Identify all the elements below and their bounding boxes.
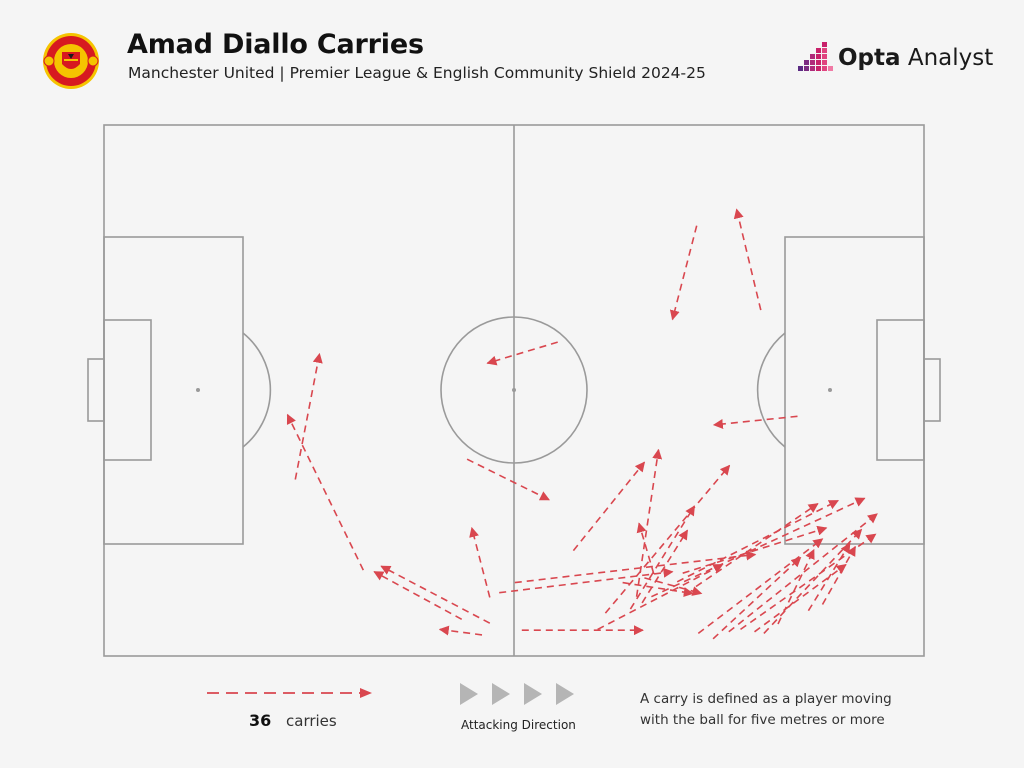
carry-arrow-28 [697, 538, 824, 635]
carry-arrow-15 [636, 522, 655, 575]
carry-arrow-31 [740, 533, 877, 631]
left-penalty-spot [196, 388, 200, 392]
carry-arrow-36 [821, 545, 856, 605]
carry-arrow-29 [712, 556, 802, 640]
centre-spot [512, 388, 516, 392]
carry-arrow-23 [514, 550, 757, 584]
carry-arrows [286, 208, 878, 640]
carry-arrow-21 [644, 577, 703, 596]
carry-arrow-6 [294, 352, 323, 480]
carries-label: carries [286, 712, 337, 730]
carry-arrow-16 [629, 505, 696, 610]
carry-arrow-1 [669, 225, 698, 321]
carry-arrow-12 [572, 461, 646, 552]
carry-arrow-4 [712, 415, 798, 429]
carry-arrow-24 [682, 525, 828, 574]
carry-arrow-11 [469, 526, 491, 598]
carry-arrow-14 [604, 464, 731, 614]
chart-title: Amad Diallo Carries [127, 29, 424, 60]
carries-count: 36 [249, 711, 272, 730]
carry-definition: A carry is defined as a player moving wi… [640, 691, 892, 728]
right-penalty-area [784, 236, 925, 545]
opta-analyst-logo: Opta Analyst [798, 40, 993, 76]
right-six-yard-box [876, 319, 925, 461]
carry-arrow-9 [380, 565, 491, 624]
right-goal [923, 358, 941, 422]
carry-arrow-3 [486, 341, 558, 366]
carry-arrow-33 [763, 528, 863, 634]
carry-arrow-27 [651, 497, 866, 598]
carry-arrow-2 [733, 208, 762, 311]
brand-name-part1: Opta [838, 45, 901, 71]
left-penalty-area [103, 236, 244, 545]
left-six-yard-box [103, 319, 152, 461]
manchester-united-crest-icon [43, 33, 99, 89]
right-penalty-arc [756, 332, 786, 448]
carry-arrow-32 [754, 563, 847, 633]
opta-logo-icon [798, 42, 833, 71]
attacking-direction-label: Attacking Direction [461, 718, 576, 732]
chart-subtitle: Manchester United | Premier League & Eng… [128, 64, 706, 82]
brand-name: Opta Analyst [838, 45, 993, 71]
legend-carry-arrow [207, 688, 372, 698]
attacking-direction-arrows-icon [460, 683, 574, 705]
carry-arrow-26 [695, 503, 819, 588]
brand-name-part2: Analyst [900, 45, 994, 71]
carry-arrow-10 [438, 625, 483, 636]
left-goal [87, 358, 105, 422]
carry-arrow-25 [676, 499, 839, 583]
carry-arrow-35 [807, 542, 851, 612]
carry-arrow-19 [597, 563, 724, 631]
carry-arrow-22 [499, 567, 674, 594]
carry-arrow-30 [728, 513, 878, 633]
carry-arrow-17 [641, 529, 689, 604]
right-penalty-spot [828, 388, 832, 392]
carry-arrow-8 [373, 570, 463, 621]
carry-arrow-34 [777, 548, 815, 625]
centre-circle [440, 316, 588, 464]
carry-arrow-7 [286, 413, 365, 571]
carry-arrow-5 [466, 458, 550, 501]
left-penalty-arc [242, 332, 272, 448]
